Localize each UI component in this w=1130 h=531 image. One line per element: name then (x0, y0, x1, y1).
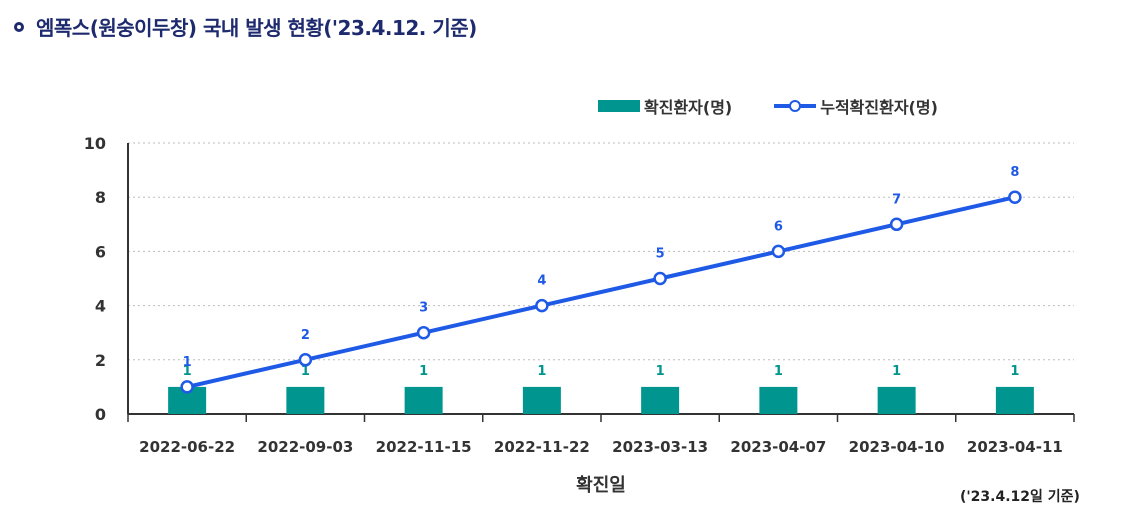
bar (404, 386, 443, 414)
line-data-label: 1 (183, 355, 192, 370)
line-data-label: 7 (892, 192, 901, 207)
bar-data-label: 1 (892, 364, 901, 379)
x-tick-label: 2022-11-22 (494, 438, 590, 456)
bar-data-label: 1 (301, 364, 310, 379)
line-point (535, 298, 549, 313)
page-title: 엠폭스(원숭이두창) 국내 발생 현황('23.4.12. 기준) (36, 16, 477, 40)
x-axis-title: 확진일 (576, 475, 626, 496)
bar-data-label: 1 (656, 364, 665, 379)
line-point (653, 271, 667, 286)
line-data-label: 8 (1010, 165, 1019, 180)
y-tick-label: 0 (95, 405, 106, 424)
line-data-label: 6 (774, 219, 783, 234)
bar (641, 386, 680, 414)
line-data-label: 4 (537, 274, 546, 289)
x-tick-label: 2023-04-11 (967, 438, 1063, 456)
bar (522, 386, 561, 414)
bar-data-label: 1 (537, 364, 546, 379)
x-tick-label: 2023-04-10 (849, 438, 945, 456)
line-data-label: 3 (419, 301, 428, 316)
bar (759, 386, 798, 414)
y-tick-label: 4 (95, 297, 106, 316)
bar (995, 386, 1034, 414)
chart-legend: 확진환자(명) 누적확진환자(명) (598, 94, 938, 118)
legend-line-swatch (774, 99, 817, 113)
footnote: ('23.4.12일 기준) (960, 489, 1080, 505)
bar (286, 386, 325, 414)
x-tick-label: 2022-11-15 (376, 438, 472, 456)
bar-data-label: 1 (419, 364, 428, 379)
line-data-label: 2 (301, 328, 310, 343)
bar (877, 386, 916, 414)
y-tick-label: 8 (95, 188, 106, 207)
line-point (1008, 190, 1022, 204)
x-tick-label: 2022-06-22 (139, 438, 235, 456)
bullet-circle-icon (14, 21, 24, 32)
y-tick-label: 10 (84, 134, 106, 153)
line-point (771, 244, 786, 259)
cumulative-line (186, 195, 1016, 389)
legend-bar-swatch (598, 100, 640, 112)
legend-item-line: 누적확진환자(명) (774, 94, 938, 118)
line-point (180, 380, 194, 394)
title-row: 엠폭스(원숭이두창) 국내 발생 현황('23.4.12. 기준) (14, 12, 477, 41)
bar-data-label: 1 (774, 364, 783, 379)
bar-data-label: 1 (1010, 364, 1019, 379)
y-tick-label: 2 (95, 351, 106, 370)
line-point (298, 353, 313, 367)
x-tick-label: 2023-04-07 (730, 438, 826, 456)
line-point (889, 217, 904, 232)
line-data-label: 5 (656, 247, 665, 262)
bar-data-label: 1 (183, 364, 192, 379)
legend-item-bar: 확진환자(명) (598, 94, 732, 118)
legend-bar-label: 확진환자(명) (644, 98, 733, 117)
x-tick-label: 2022-09-03 (257, 438, 353, 456)
y-tick-label: 6 (95, 242, 106, 261)
line-point (416, 325, 431, 340)
x-tick-label: 2023-03-13 (612, 438, 708, 456)
legend-line-label: 누적확진환자(명) (820, 98, 938, 117)
